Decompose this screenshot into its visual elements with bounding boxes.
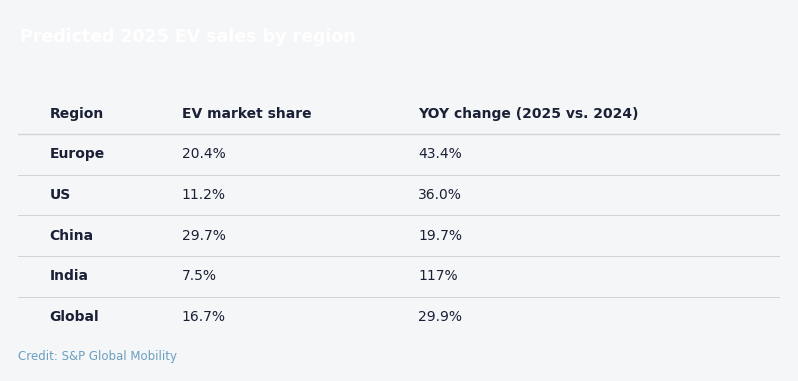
Text: 7.5%: 7.5%: [182, 269, 216, 283]
Text: 16.7%: 16.7%: [182, 310, 226, 324]
Text: 11.2%: 11.2%: [182, 188, 226, 202]
Text: 29.7%: 29.7%: [182, 229, 226, 243]
Text: Region: Region: [49, 107, 104, 121]
Text: 43.4%: 43.4%: [418, 147, 462, 161]
Text: 36.0%: 36.0%: [418, 188, 462, 202]
Text: 29.9%: 29.9%: [418, 310, 462, 324]
Text: China: China: [49, 229, 93, 243]
Text: 20.4%: 20.4%: [182, 147, 225, 161]
Text: Credit: S&P Global Mobility: Credit: S&P Global Mobility: [18, 351, 176, 363]
Text: YOY change (2025 vs. 2024): YOY change (2025 vs. 2024): [418, 107, 638, 121]
Text: Europe: Europe: [49, 147, 105, 161]
Text: Global: Global: [49, 310, 99, 324]
Text: Predicted 2025 EV sales by region: Predicted 2025 EV sales by region: [20, 28, 356, 46]
Text: US: US: [49, 188, 71, 202]
Text: India: India: [49, 269, 89, 283]
Text: 117%: 117%: [418, 269, 458, 283]
Text: 19.7%: 19.7%: [418, 229, 462, 243]
Text: EV market share: EV market share: [182, 107, 311, 121]
